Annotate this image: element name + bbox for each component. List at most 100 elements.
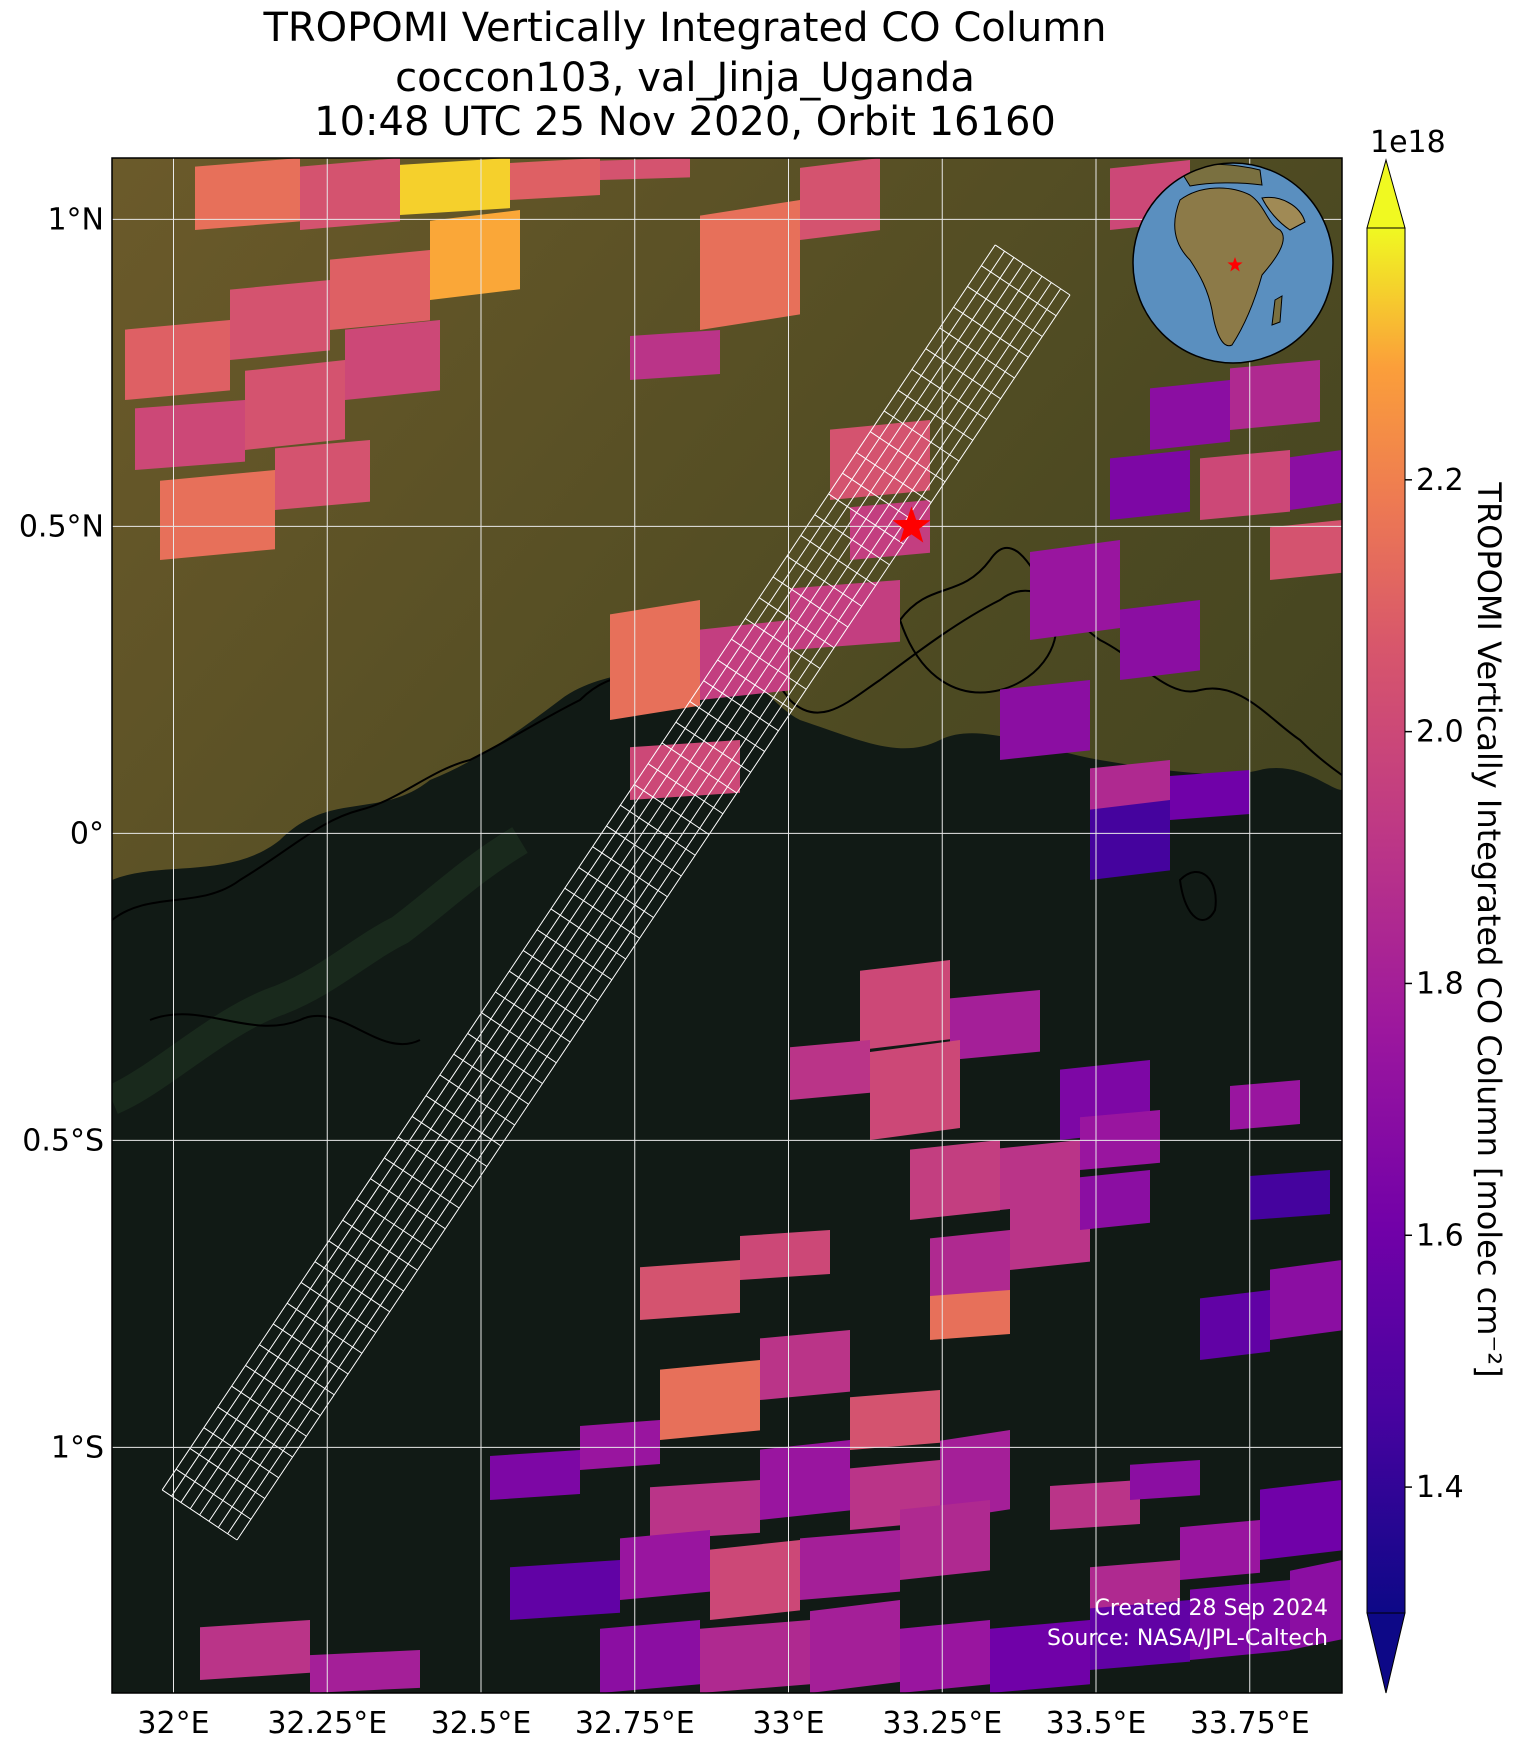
x-tick-label: 32.75°E: [575, 1706, 695, 1741]
x-tick-label: 33.5°E: [1046, 1706, 1147, 1741]
colorbar-extend-top: [1366, 158, 1406, 229]
globe-madagascar: [1271, 295, 1283, 326]
y-tick-labels: 1°N 0.5°N 0° 0.5°S 1°S: [19, 202, 104, 1465]
co-pixel: [1120, 600, 1200, 680]
colorbar-tick-label: 1.6: [1416, 1218, 1464, 1253]
x-tick-label: 32.25°E: [267, 1706, 387, 1741]
co-pixel: [230, 280, 330, 360]
credit-source: Source: NASA/JPL-Caltech: [1047, 1626, 1328, 1651]
footprint-line: [199, 269, 1034, 1516]
inset-globe: [1132, 162, 1334, 364]
co-pixel: [1130, 1460, 1200, 1500]
title-line-2: coccon103, val_Jinja_Uganda: [395, 55, 975, 101]
co-pixel: [600, 158, 690, 180]
co-pixel-layer: [125, 158, 1342, 1693]
co-pixel: [630, 330, 720, 380]
co-pixel: [900, 1620, 990, 1693]
co-pixel: [940, 1430, 1010, 1520]
co-pixel: [330, 250, 430, 330]
x-tick-label: 33.75°E: [1190, 1706, 1310, 1741]
co-pixel: [300, 158, 400, 230]
co-pixel: [1250, 1170, 1330, 1220]
co-pixel: [900, 1500, 990, 1580]
x-tick-label: 32°E: [137, 1706, 209, 1741]
co-pixel: [1290, 1560, 1342, 1650]
co-pixel: [1090, 800, 1170, 880]
globe-arabia: [1261, 196, 1306, 231]
footprint-line: [189, 263, 1024, 1509]
co-pixel: [510, 1560, 620, 1620]
co-pixel: [510, 158, 600, 200]
co-pixel: [1230, 1080, 1300, 1130]
gridlines: [112, 158, 1342, 1693]
y-tick-label: 1°S: [51, 1430, 104, 1465]
map-frame: [111, 157, 1343, 1694]
co-pixel: [1010, 1200, 1090, 1270]
co-pixel: [950, 990, 1040, 1060]
co-pixel: [400, 158, 510, 215]
co-pixel: [1080, 1170, 1150, 1230]
globe-africa: [1174, 187, 1284, 347]
title-line-1: TROPOMI Vertically Integrated CO Column: [263, 5, 1107, 51]
y-tick-label: 0.5°N: [19, 509, 104, 544]
footprint-line: [171, 250, 1005, 1497]
co-pixel: [640, 1260, 740, 1320]
co-pixel: [1270, 520, 1342, 580]
co-pixel: [1270, 1260, 1342, 1340]
colorbar-title: TROPOMI Vertically Integrated CO Column …: [1470, 481, 1508, 1377]
co-pixel: [790, 1040, 870, 1100]
colorbar: 1.4 1.6 1.8 2.0 2.2 1e18 TROPOMI Vertically …: [1366, 125, 1508, 1694]
co-pixel: [860, 960, 950, 1050]
co-pixel: [700, 200, 800, 330]
co-pixel: [930, 1230, 1010, 1300]
x-tick-label: 33.25°E: [882, 1706, 1002, 1741]
co-pixel: [760, 1440, 850, 1520]
credit-created: Created 28 Sep 2024: [1095, 1596, 1329, 1621]
co-pixel: [740, 1230, 830, 1280]
co-pixel: [1260, 1480, 1342, 1560]
x-tick-label: 33°E: [752, 1706, 824, 1741]
x-tick-labels: 32°E 32.25°E 32.5°E 32.75°E 33°E 33.25°E 33.5°…: [137, 1706, 1309, 1741]
co-pixel: [1110, 450, 1190, 520]
co-pixel: [1000, 680, 1090, 760]
co-pixel: [430, 210, 520, 300]
footprint-line: [161, 244, 996, 1491]
colorbar-tick-label: 2.0: [1416, 715, 1464, 750]
site-star-icon: [892, 506, 931, 543]
co-pixel: [600, 1620, 700, 1693]
co-pixel: [800, 1530, 900, 1600]
colorbar-tick-label: 2.2: [1416, 463, 1464, 498]
co-pixel: [580, 1420, 660, 1470]
footprint-line: [236, 294, 1071, 1541]
co-pixel: [1150, 380, 1230, 450]
co-pixel: [1170, 770, 1250, 820]
co-pixel: [990, 1620, 1090, 1693]
x-tick-label: 32.5°E: [431, 1706, 532, 1741]
footprint-line: [180, 257, 1015, 1503]
co-pixel: [310, 1650, 420, 1693]
co-pixel: [1200, 1290, 1270, 1360]
co-pixel: [660, 1360, 760, 1440]
title-line-3: 10:48 UTC 25 Nov 2020, Orbit 16160: [314, 99, 1056, 145]
co-pixel: [910, 1140, 1000, 1220]
lake-shore-zone: [112, 827, 528, 1114]
y-tick-label: 0.5°S: [22, 1123, 104, 1158]
colorbar-body: [1367, 228, 1405, 1613]
footprint-line: [227, 288, 1062, 1535]
colorbar-tick-label: 1.8: [1416, 966, 1464, 1001]
site-star-icon: [892, 506, 931, 543]
island-outline: [149, 1013, 421, 1046]
co-pixel: [870, 1040, 960, 1140]
co-pixel: [650, 1480, 760, 1540]
co-pixel: [1230, 360, 1320, 430]
co-pixel: [930, 1290, 1010, 1340]
colorbar-tick-label: 1.4: [1416, 1470, 1464, 1505]
co-pixel: [800, 158, 880, 240]
y-tick-label: 0°: [70, 816, 104, 851]
colorbar-extend-bottom: [1366, 1612, 1406, 1694]
footprint-line: [208, 275, 1043, 1522]
co-pixel: [1000, 1140, 1080, 1210]
co-pixel: [195, 158, 300, 230]
co-pixel: [345, 320, 440, 400]
